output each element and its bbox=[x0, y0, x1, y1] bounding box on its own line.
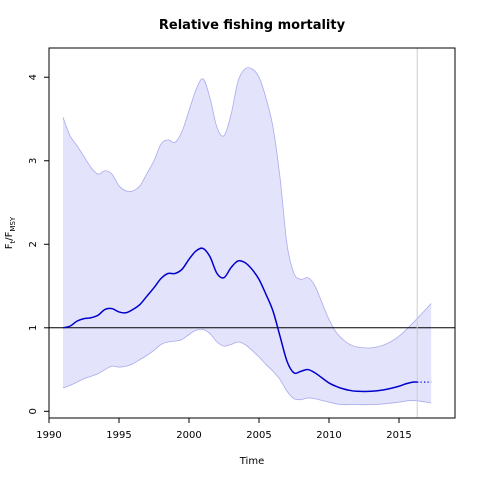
x-tick-label: 1995 bbox=[106, 430, 131, 441]
y-axis-label: Ft/FMSY bbox=[4, 216, 17, 249]
x-tick-label: 2000 bbox=[176, 430, 201, 441]
x-tick-label: 2015 bbox=[386, 430, 411, 441]
y-tick-label: 1 bbox=[28, 325, 39, 331]
y-tick-label: 0 bbox=[28, 408, 39, 414]
y-axis-label-sub1: t bbox=[9, 240, 17, 243]
chart-title: Relative fishing mortality bbox=[159, 18, 346, 33]
y-tick-label: 2 bbox=[28, 241, 39, 247]
estimate-line bbox=[62, 247, 418, 393]
x-tick-label: 2005 bbox=[246, 430, 271, 441]
y-axis-label-sub2: MSY bbox=[9, 216, 17, 231]
x-tick-label: 1990 bbox=[36, 430, 61, 441]
y-tick-label: 3 bbox=[28, 158, 39, 164]
x-tick-label: 2010 bbox=[316, 430, 341, 441]
y-axis-label-mid: /F bbox=[4, 231, 15, 240]
confidence-band bbox=[63, 67, 432, 405]
band-lower-edge bbox=[62, 328, 432, 406]
plot-area bbox=[49, 48, 455, 418]
band-upper-edge bbox=[62, 67, 432, 349]
axes: 1990 1995 2000 2005 2010 2015 0 1 2 3 4 bbox=[28, 47, 456, 441]
x-axis-label: Time bbox=[239, 456, 264, 467]
plot-frame bbox=[48, 47, 456, 419]
y-axis-label-main: F bbox=[4, 243, 15, 249]
y-tick-label: 4 bbox=[28, 74, 39, 80]
